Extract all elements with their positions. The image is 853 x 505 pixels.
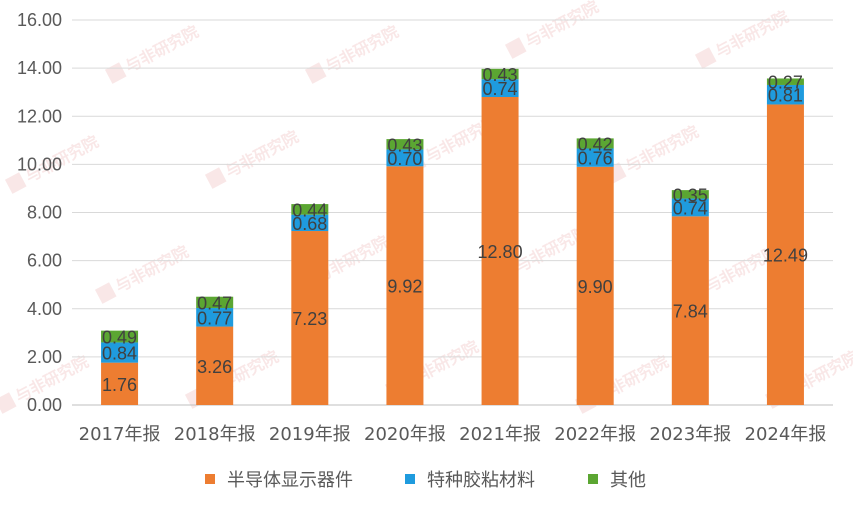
bar-segment — [671, 216, 709, 405]
x-tick-label: 2021年报 — [459, 424, 541, 445]
watermark: 与非研究院 — [304, 22, 402, 84]
bar-segment — [101, 362, 139, 405]
y-tick-label: 16.00 — [17, 10, 62, 30]
watermark: 与非研究院 — [94, 242, 192, 304]
watermark-logo-icon — [504, 37, 527, 59]
watermark: 与非研究院 — [694, 7, 792, 69]
bar-segment — [671, 198, 709, 217]
data-label: 0.76 — [578, 149, 613, 169]
watermark-logo-icon — [204, 167, 227, 189]
data-label: 9.90 — [578, 277, 613, 297]
watermark-text: 与非研究院 — [622, 122, 702, 176]
data-label: 1.76 — [102, 375, 137, 395]
bar-segment — [386, 149, 424, 167]
data-label: 0.43 — [483, 65, 518, 85]
bars — [101, 68, 804, 405]
data-label: 3.26 — [197, 357, 232, 377]
bar-segment — [101, 330, 139, 343]
data-label: 0.74 — [483, 79, 518, 99]
watermark-logo-icon — [94, 282, 117, 304]
legend-swatch — [405, 474, 415, 484]
x-tick-label: 2024年报 — [745, 424, 827, 445]
watermark: 与非研究院 — [504, 0, 602, 59]
data-label: 0.42 — [578, 134, 613, 154]
bar-segment — [291, 231, 329, 405]
watermark-text: 与非研究院 — [222, 127, 302, 181]
x-axis-category-labels: 2017年报 2018年报 2019年报 2020年报 2021年报 2022年报 2023… — [79, 424, 827, 445]
watermark-text: 与非研究院 — [112, 242, 192, 296]
legend-label: 半导体显示器件 — [227, 470, 353, 491]
bar-segment — [766, 78, 804, 85]
bar-segment — [576, 148, 614, 167]
data-label: 0.43 — [387, 135, 422, 155]
data-label: 0.47 — [197, 293, 232, 313]
y-tick-label: 8.00 — [27, 203, 62, 223]
y-axis-tick-labels: 0.00 2.00 4.00 6.00 8.00 10.00 12.00 14.00 16.00 — [17, 10, 62, 415]
bar-segment — [386, 166, 424, 405]
data-label: 0.70 — [387, 149, 422, 169]
x-tick-label: 2017年报 — [79, 424, 161, 445]
data-label: 0.81 — [768, 86, 803, 106]
watermark-text: 与非研究院 — [712, 7, 792, 61]
watermark-text: 与非研究院 — [522, 0, 602, 51]
data-label: 9.92 — [387, 277, 422, 297]
bar-segment — [196, 308, 234, 327]
bar-segment — [196, 296, 234, 309]
bar-segment — [196, 326, 234, 405]
bar-segment — [766, 84, 804, 105]
x-tick-label: 2020年报 — [364, 424, 446, 445]
bar-segment — [291, 214, 329, 232]
legend-label: 其他 — [610, 470, 646, 491]
data-label: 0.35 — [673, 185, 708, 205]
watermark: 与非研究院 — [204, 127, 302, 189]
watermark-logo-icon — [0, 392, 17, 414]
watermark: 与非研究院 — [604, 122, 702, 184]
bar-segment — [386, 139, 424, 150]
legend-swatch — [205, 474, 215, 484]
y-tick-label: 12.00 — [17, 106, 62, 126]
watermark-logo-icon — [4, 172, 27, 194]
data-label: 0.74 — [673, 198, 708, 218]
bar-segment — [481, 97, 519, 405]
x-tick-label: 2022年报 — [554, 424, 636, 445]
data-label: 0.68 — [292, 214, 327, 234]
y-tick-label: 0.00 — [27, 395, 62, 415]
bar-segment — [481, 79, 519, 97]
data-label: 0.84 — [102, 344, 137, 364]
data-label: 0.44 — [292, 200, 327, 220]
y-tick-label: 4.00 — [27, 299, 62, 319]
y-tick-label: 10.00 — [17, 154, 62, 174]
data-label: 0.77 — [197, 308, 232, 328]
data-label: 0.27 — [768, 73, 803, 93]
data-labels: 1.76 0.840.49 3.26 0.770.47 7.23 0.680.44 9.92… — [102, 65, 808, 395]
bar-segment — [101, 342, 139, 363]
watermark: 与非研究院 — [104, 22, 202, 84]
bar-segment — [481, 68, 519, 80]
bar-segment — [576, 138, 614, 149]
legend: 半导体显示器件 特种胶粘材料 其他 — [205, 470, 646, 491]
watermark-logo-icon — [104, 62, 127, 84]
data-label: 12.49 — [763, 246, 808, 266]
data-label: 7.84 — [673, 302, 708, 322]
y-tick-label: 14.00 — [17, 58, 62, 78]
x-tick-label: 2023年报 — [649, 424, 731, 445]
data-label: 12.80 — [478, 242, 523, 262]
bar-segment — [766, 104, 804, 405]
bar-segment — [291, 204, 329, 215]
x-tick-label: 2018年报 — [174, 424, 256, 445]
watermark-logo-icon — [304, 62, 327, 84]
data-label: 7.23 — [292, 309, 327, 329]
bar-segment — [671, 190, 709, 199]
data-label: 0.49 — [102, 328, 137, 348]
legend-label: 特种胶粘材料 — [427, 470, 535, 491]
y-tick-label: 2.00 — [27, 347, 62, 367]
y-tick-label: 6.00 — [27, 251, 62, 271]
legend-swatch — [588, 474, 598, 484]
x-tick-label: 2019年报 — [269, 424, 351, 445]
watermark-logo-icon — [694, 47, 717, 69]
bar-segment — [576, 166, 614, 405]
